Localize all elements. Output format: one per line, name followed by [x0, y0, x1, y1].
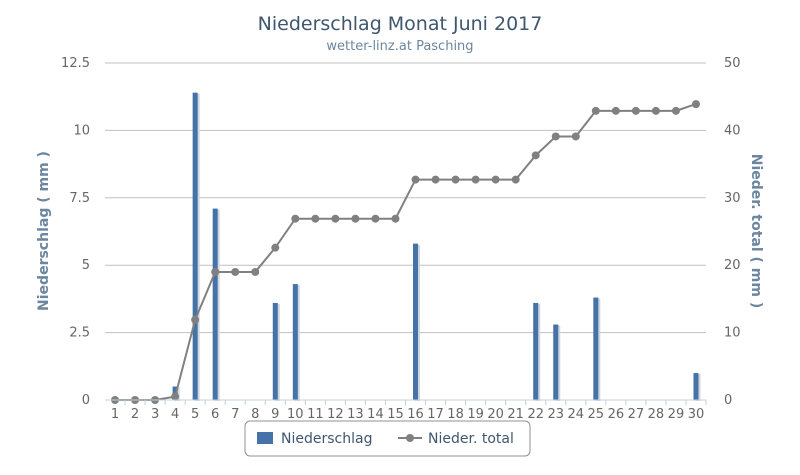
line-point[interactable]: [251, 267, 260, 276]
x-tick-label: 24: [568, 407, 585, 422]
line-point[interactable]: [551, 132, 560, 141]
line-point[interactable]: [491, 175, 500, 184]
y-left-tick-label: 7.5: [69, 191, 90, 206]
y-right-tick-label: 0: [724, 393, 732, 408]
line-point[interactable]: [311, 214, 320, 223]
y-left-tick-label: 12.5: [61, 56, 90, 71]
line-point[interactable]: [591, 106, 600, 115]
bar[interactable]: [272, 302, 278, 400]
x-tick-label: 19: [467, 407, 484, 422]
y-left-tick-label: 0: [82, 393, 90, 408]
legend-line-marker: [406, 434, 414, 442]
legend-item-line[interactable]: Nieder. total: [398, 431, 514, 447]
x-tick-label: 14: [367, 407, 384, 422]
y-left-tick-label: 5: [82, 258, 90, 273]
line-path: [115, 103, 697, 401]
bar[interactable]: [693, 373, 699, 400]
line-point[interactable]: [571, 132, 580, 141]
bar[interactable]: [553, 324, 559, 400]
y-left-tick-label: 2.5: [69, 326, 90, 341]
y-right-tick-label: 20: [724, 258, 741, 273]
y-left-tick-label: 10: [73, 123, 90, 138]
y-axis-right-title: Nieder. total ( mm ): [748, 154, 764, 308]
y-right-tick-label: 30: [724, 191, 741, 206]
x-tick-label: 30: [688, 407, 705, 422]
line-point[interactable]: [371, 214, 380, 223]
x-tick-label: 5: [191, 407, 199, 422]
x-tick-label: 1: [111, 407, 119, 422]
bar[interactable]: [413, 243, 419, 400]
x-tick-label: 29: [668, 407, 685, 422]
legend-label-line: Nieder. total: [428, 431, 514, 447]
x-tick-label: 20: [487, 407, 504, 422]
line-point[interactable]: [511, 175, 520, 184]
x-tick-label: 22: [527, 407, 544, 422]
x-tick-label: 10: [287, 407, 304, 422]
bar[interactable]: [192, 92, 198, 400]
x-tick-label: 9: [271, 407, 279, 422]
bar[interactable]: [593, 297, 599, 400]
line-point[interactable]: [351, 214, 360, 223]
line-point[interactable]: [231, 267, 240, 276]
line-point[interactable]: [171, 392, 180, 401]
x-tick-label: 7: [231, 407, 239, 422]
line-point[interactable]: [691, 100, 700, 109]
line-point[interactable]: [651, 106, 660, 115]
x-tick-label: 17: [427, 407, 444, 422]
legend-label-bar: Niederschlag: [281, 431, 372, 447]
chart-subtitle: wetter-linz.at Pasching: [326, 39, 473, 54]
x-tick-label: 23: [547, 407, 564, 422]
x-tick-label: 4: [171, 407, 179, 422]
bar[interactable]: [292, 284, 298, 400]
bar[interactable]: [212, 208, 218, 400]
y-axis-left: 0 2.5 5 7.5 10 12.5: [61, 56, 90, 408]
line-point[interactable]: [291, 214, 300, 223]
line-point[interactable]: [191, 315, 200, 324]
line-point[interactable]: [611, 106, 620, 115]
x-tick-label: 18: [447, 407, 464, 422]
x-tick-label: 27: [628, 407, 645, 422]
line-point[interactable]: [331, 214, 340, 223]
bar[interactable]: [533, 302, 539, 400]
line-point[interactable]: [451, 175, 460, 184]
legend-box: [244, 420, 531, 457]
y-axis-left-title: Niederschlag ( mm ): [36, 151, 52, 311]
x-tick-label: 2: [131, 407, 139, 422]
line-point[interactable]: [531, 151, 540, 160]
x-tick-label: 3: [151, 407, 159, 422]
y-right-tick-label: 40: [724, 123, 741, 138]
line-point[interactable]: [631, 106, 640, 115]
y-right-tick-label: 50: [724, 56, 741, 71]
x-tick-label: 13: [347, 407, 364, 422]
line-point[interactable]: [411, 175, 420, 184]
legend-item-bar[interactable]: Niederschlag: [257, 431, 372, 447]
line-point[interactable]: [671, 106, 680, 115]
x-tick-label: 11: [307, 407, 324, 422]
x-tick-label: 12: [327, 407, 344, 422]
line-point[interactable]: [431, 175, 440, 184]
y-axis-right: 0 10 20 30 40 50: [724, 56, 741, 408]
x-tick-label: 26: [608, 407, 625, 422]
x-tick-label: 28: [648, 407, 665, 422]
x-tick-label: 8: [251, 407, 259, 422]
legend: Niederschlag Nieder. total: [244, 420, 531, 457]
x-axis: 1 2 3 4 5 6 7 8 9 10 11 12 13 14 15 16 17 18 19 20 21 22 23 24 2…: [105, 399, 707, 422]
bar-series: [172, 92, 701, 401]
x-tick-label: 21: [507, 407, 524, 422]
line-point[interactable]: [271, 243, 280, 252]
y-right-tick-label: 10: [724, 326, 741, 341]
x-tick-label: 16: [407, 407, 424, 422]
line-point[interactable]: [211, 267, 220, 276]
line-point[interactable]: [391, 214, 400, 223]
line-point[interactable]: [471, 175, 480, 184]
x-tick-label: 25: [588, 407, 605, 422]
legend-bar-swatch: [257, 432, 273, 444]
chart-title: Niederschlag Monat Juni 2017: [258, 13, 543, 35]
x-tick-label: 15: [387, 407, 404, 422]
x-tick-label: 6: [211, 407, 219, 422]
